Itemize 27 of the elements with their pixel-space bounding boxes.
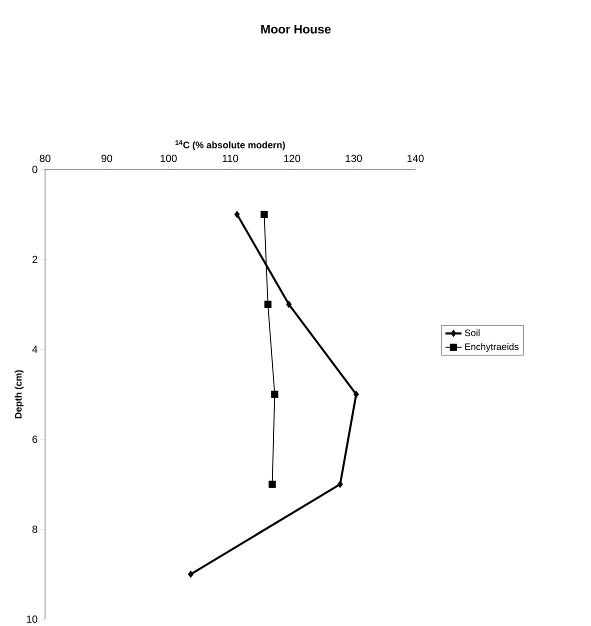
y-axis-title: Depth (cm) bbox=[14, 370, 24, 418]
legend-label: Soil bbox=[464, 329, 480, 336]
x-tick-label: 90 bbox=[101, 154, 112, 162]
point bbox=[260, 210, 268, 218]
x-tick-label: 80 bbox=[40, 154, 50, 162]
point bbox=[264, 300, 272, 308]
point bbox=[353, 390, 359, 398]
point bbox=[188, 570, 194, 578]
x-tick-label: 110 bbox=[222, 154, 238, 162]
point bbox=[270, 390, 278, 398]
legend-label: Enchytraeids bbox=[464, 343, 518, 352]
y-tick-label: 2 bbox=[32, 256, 37, 263]
y-tick-label: 4 bbox=[32, 346, 38, 353]
y-tick-label: 0 bbox=[32, 166, 38, 174]
chart-title: Moor House bbox=[260, 25, 330, 34]
x-tick-label: 120 bbox=[284, 154, 300, 162]
x-tick-label: 130 bbox=[346, 154, 362, 162]
point bbox=[268, 480, 276, 488]
x-axis-title: $^{14}$C (% absolute modern) bbox=[175, 140, 285, 150]
x-tick-label: 140 bbox=[407, 154, 424, 162]
y-tick-label: 8 bbox=[32, 526, 38, 533]
point bbox=[337, 480, 343, 488]
point bbox=[286, 300, 292, 308]
x-tick-label: 100 bbox=[160, 154, 177, 162]
point bbox=[234, 210, 240, 218]
y-tick-label: 6 bbox=[32, 436, 38, 443]
y-tick-label: 10 bbox=[26, 616, 38, 623]
